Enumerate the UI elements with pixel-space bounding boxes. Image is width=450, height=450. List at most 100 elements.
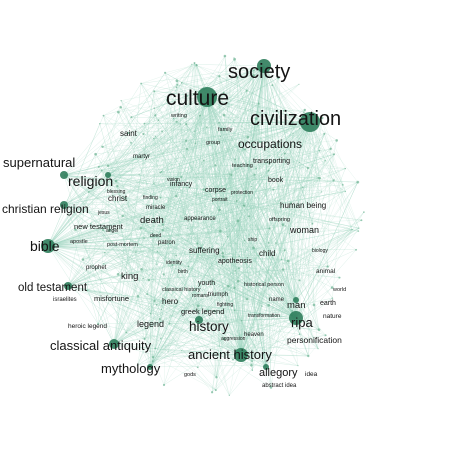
node-label-christ[interactable]: christ bbox=[108, 194, 128, 203]
graph-edge bbox=[229, 174, 235, 288]
graph-edge bbox=[155, 125, 259, 349]
node-label-personification[interactable]: personification bbox=[287, 335, 342, 345]
node-label-triumph[interactable]: triumph bbox=[208, 292, 228, 298]
node-label-fighting[interactable]: fighting bbox=[217, 302, 233, 308]
graph-node-supernatural[interactable] bbox=[60, 171, 68, 179]
graph-node-history[interactable] bbox=[195, 316, 203, 324]
node-label-youth[interactable]: youth bbox=[198, 280, 215, 287]
graph-node-christian-religion[interactable] bbox=[60, 201, 68, 209]
node-label-finding[interactable]: finding bbox=[143, 195, 158, 201]
node-label-legend[interactable]: legend bbox=[137, 319, 164, 329]
node-label-portrait[interactable]: portrait bbox=[212, 197, 228, 203]
node-label-protection[interactable]: protection bbox=[231, 190, 253, 196]
node-label-gods[interactable]: gods bbox=[184, 372, 196, 378]
node-label-vision[interactable]: vision bbox=[167, 177, 180, 183]
node-label-saint[interactable]: saint bbox=[120, 129, 138, 138]
node-label-classical-history[interactable]: classical history bbox=[162, 287, 201, 293]
node-label-transporting[interactable]: transporting bbox=[253, 158, 290, 165]
node-label-misfortune[interactable]: misfortune bbox=[94, 294, 129, 303]
node-label-corpse[interactable]: corpse bbox=[205, 187, 226, 194]
node-label-idea[interactable]: idea bbox=[305, 371, 318, 378]
node-label-patron[interactable]: patron bbox=[158, 240, 175, 246]
node-label-ripa[interactable]: ripa bbox=[291, 315, 313, 330]
node-label-supernatural[interactable]: supernatural bbox=[3, 155, 75, 170]
node-label-greek-legend[interactable]: greek legend bbox=[181, 307, 224, 316]
node-label-society[interactable]: society bbox=[228, 61, 290, 83]
node-label-deed[interactable]: deed bbox=[150, 233, 161, 239]
node-label-name[interactable]: name bbox=[269, 297, 285, 303]
graph-node-man[interactable] bbox=[293, 297, 299, 303]
node-label-world[interactable]: world bbox=[332, 287, 346, 293]
node-label-bible[interactable]: bible bbox=[30, 238, 60, 254]
graph-node-allegory[interactable] bbox=[263, 364, 269, 370]
node-label-miracle[interactable]: miracle bbox=[146, 205, 166, 211]
graph-edge bbox=[229, 174, 242, 356]
node-label-teaching[interactable]: teaching bbox=[232, 163, 253, 169]
graph-edge bbox=[244, 354, 267, 368]
node-label-abstract-idea[interactable]: abstract idea bbox=[262, 383, 297, 389]
node-label-angel[interactable]: angel bbox=[106, 228, 118, 234]
graph-node-bible[interactable] bbox=[41, 239, 55, 253]
node-label-post-mortem[interactable]: post-mortem bbox=[107, 242, 138, 248]
node-label-human-being[interactable]: human being bbox=[280, 201, 326, 210]
node-label-king[interactable]: king bbox=[121, 271, 138, 282]
node-label-identity[interactable]: identity bbox=[166, 260, 182, 266]
node-label-infancy[interactable]: infancy bbox=[170, 181, 193, 188]
node-label-mythology[interactable]: mythology bbox=[101, 361, 161, 376]
node-label-death[interactable]: death bbox=[140, 215, 164, 226]
node-label-group[interactable]: group bbox=[206, 140, 220, 146]
node-label-ship[interactable]: ship bbox=[248, 237, 257, 243]
node-label-birth[interactable]: birth bbox=[178, 269, 188, 275]
node-label-transformation[interactable]: transformation bbox=[248, 313, 280, 319]
node-label-heaven[interactable]: heaven bbox=[244, 332, 264, 338]
node-label-family[interactable]: family bbox=[218, 127, 233, 133]
node-label-writing[interactable]: writing bbox=[170, 113, 187, 119]
node-label-offspring[interactable]: offspring bbox=[269, 217, 290, 223]
graph-node-old-testament[interactable] bbox=[64, 282, 72, 290]
graph-node-ancient-history[interactable] bbox=[234, 348, 248, 362]
graph-node-minor bbox=[175, 120, 178, 123]
node-label-old-testament[interactable]: old testament bbox=[18, 282, 88, 294]
node-label-child[interactable]: child bbox=[259, 249, 275, 258]
graph-node-minor bbox=[330, 286, 334, 289]
node-label-appearance[interactable]: appearance bbox=[184, 216, 216, 222]
graph-node-classical-antiquity[interactable] bbox=[109, 339, 119, 349]
node-label-earth[interactable]: earth bbox=[320, 300, 336, 307]
node-label-nature[interactable]: nature bbox=[323, 313, 342, 320]
node-label-suffering[interactable]: suffering bbox=[189, 246, 220, 255]
node-label-allegory[interactable]: allegory bbox=[259, 367, 298, 379]
graph-node-society[interactable] bbox=[257, 59, 271, 73]
node-label-biology[interactable]: biology bbox=[312, 248, 328, 254]
graph-edge bbox=[209, 105, 221, 232]
node-label-man[interactable]: man bbox=[287, 300, 305, 311]
node-label-woman[interactable]: woman bbox=[289, 225, 319, 235]
graph-node-culture[interactable] bbox=[197, 87, 217, 107]
node-label-historical-person[interactable]: historical person bbox=[244, 282, 284, 288]
node-label-civilization[interactable]: civilization bbox=[250, 108, 341, 130]
node-label-prophet[interactable]: prophet bbox=[86, 265, 107, 271]
node-label-israelites[interactable]: israelites bbox=[53, 297, 77, 303]
graph-node-mythology[interactable] bbox=[147, 364, 153, 370]
node-label-aggression[interactable]: aggression bbox=[221, 336, 246, 342]
graph-node-ripa[interactable] bbox=[289, 311, 303, 325]
node-label-romans[interactable]: romans bbox=[192, 293, 209, 299]
node-label-heroic-legend[interactable]: heroic legend bbox=[68, 323, 107, 330]
node-label-religion[interactable]: religion bbox=[68, 173, 113, 189]
graph-node-civilization[interactable] bbox=[300, 112, 320, 132]
node-label-jesus[interactable]: jesus bbox=[97, 210, 110, 216]
node-label-animal[interactable]: animal bbox=[316, 268, 336, 275]
node-label-hero[interactable]: hero bbox=[162, 297, 179, 306]
node-label-ancient-history[interactable]: ancient history bbox=[188, 347, 272, 362]
node-label-christian-religion[interactable]: christian religion bbox=[2, 202, 89, 216]
node-label-occupations[interactable]: occupations bbox=[238, 137, 302, 151]
node-label-book[interactable]: book bbox=[268, 177, 284, 184]
node-label-history[interactable]: history bbox=[189, 319, 229, 334]
node-label-classical-antiquity[interactable]: classical antiquity bbox=[50, 338, 152, 353]
node-label-blessing[interactable]: blessing bbox=[107, 189, 126, 195]
node-label-culture[interactable]: culture bbox=[166, 87, 229, 110]
node-label-apotheosis[interactable]: apotheosis bbox=[218, 258, 252, 265]
node-label-apostle[interactable]: apostle bbox=[70, 239, 88, 245]
node-label-new-testament[interactable]: new testament bbox=[74, 222, 124, 231]
graph-node-religion[interactable] bbox=[105, 172, 111, 178]
node-label-martyr[interactable]: martyr bbox=[133, 154, 150, 160]
